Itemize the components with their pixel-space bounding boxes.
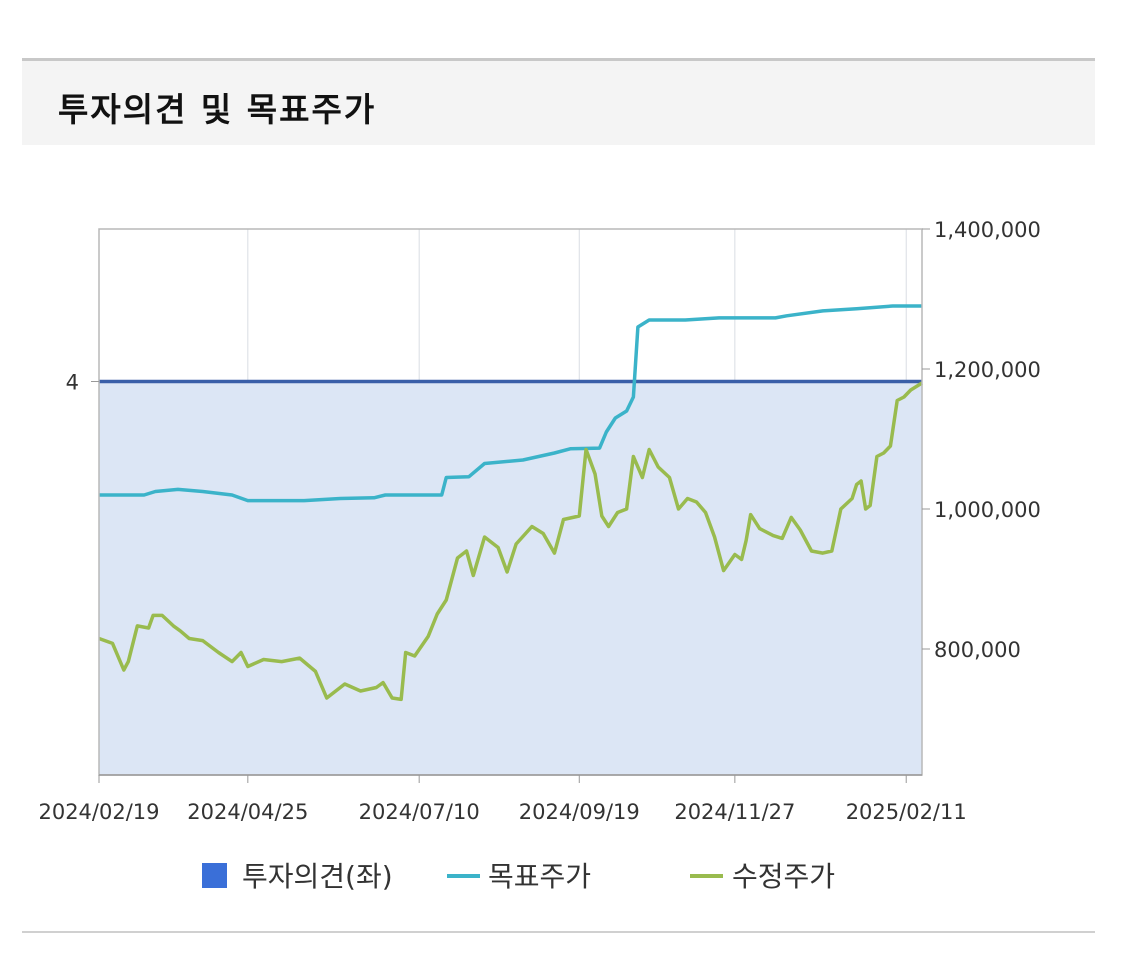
y-right-tick-label: 1,000,000 <box>934 498 1041 522</box>
plot-frame <box>98 228 923 776</box>
series <box>98 304 923 702</box>
legend-marker-square <box>202 863 227 888</box>
section-header: 투자의견 및 목표주가 <box>22 61 1095 145</box>
x-tick-label: 2024/02/19 <box>38 800 159 824</box>
x-tick-label: 2024/09/19 <box>519 800 640 824</box>
top-rule <box>22 58 1095 61</box>
x-tick-label: 2024/04/25 <box>187 800 308 824</box>
y-left-tick-label: 4 <box>66 370 79 394</box>
adjusted-price-line <box>98 381 923 702</box>
y-right-tick-label: 1,400,000 <box>934 218 1041 242</box>
legend-label: 투자의견(좌) <box>242 860 393 893</box>
section-title: 투자의견 및 목표주가 <box>58 90 377 129</box>
x-tick-label: 2024/07/10 <box>359 800 480 824</box>
x-tick-label: 2024/11/27 <box>674 800 795 824</box>
opinion-area-fill <box>99 381 922 775</box>
legend-label: 수정주가 <box>732 860 835 893</box>
x-tick-label: 2025/02/11 <box>846 800 967 824</box>
legend: 투자의견(좌) 목표주가 수정주가 <box>202 860 835 893</box>
y-axis-ticks: 800,000 1,000,000 1,200,000 1,400,000 4 <box>66 218 1041 662</box>
legend-label: 목표주가 <box>488 860 591 893</box>
opinion-area <box>99 381 922 775</box>
y-right-tick-label: 800,000 <box>934 638 1021 662</box>
x-axis-ticks: 2024/02/19 2024/04/25 2024/07/10 2024/09/19… <box>38 775 967 824</box>
y-right-tick-label: 1,200,000 <box>934 358 1041 382</box>
target-price-line <box>99 304 922 503</box>
bottom-rule <box>22 931 1095 933</box>
